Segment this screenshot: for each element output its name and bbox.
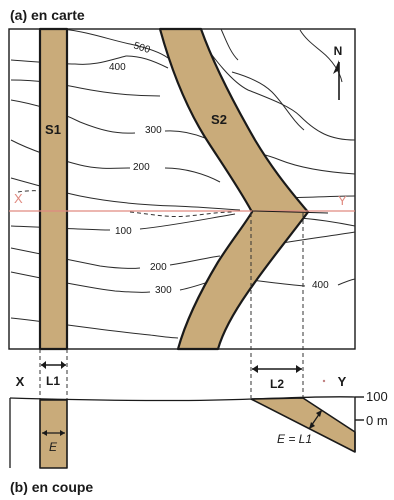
l1-dimension: L1 — [41, 361, 66, 388]
section-x-label: X — [16, 374, 25, 389]
contour-label: 400 — [312, 280, 329, 291]
l2-dimension: L2 — [252, 365, 302, 391]
contour-line — [164, 167, 221, 183]
l2-arrow-left-icon — [252, 365, 258, 373]
l2-label: L2 — [270, 377, 284, 391]
contour-labels: 500 400 300 200 100 200 300 400 — [109, 40, 329, 296]
e-arrow-right-icon — [60, 430, 65, 436]
ground-surface — [9, 396, 356, 402]
thickness-label: E — [49, 440, 58, 454]
contour-line — [61, 28, 169, 59]
contour-label: 500 — [132, 40, 152, 56]
s2-thickness-arrow-head-icon — [316, 410, 322, 417]
l1-arrow-left-icon — [41, 361, 46, 369]
north-label: N — [334, 44, 343, 58]
section-y-label: Y — [338, 374, 347, 389]
contour-line — [139, 213, 236, 230]
contour-label: 200 — [133, 162, 150, 173]
contour-label: 300 — [155, 285, 172, 296]
contour-label: 100 — [115, 226, 132, 237]
l1-arrow-right-icon — [61, 361, 66, 369]
contour-line — [197, 35, 356, 141]
contour-line — [10, 99, 136, 134]
l1-label: L1 — [46, 374, 60, 388]
contour-line — [10, 79, 161, 97]
thickness-equation: E = L1 — [277, 432, 312, 446]
contour-line — [10, 139, 131, 169]
contour-line — [10, 247, 141, 269]
panel-a-title: (a) en carte — [10, 7, 85, 23]
layer-s1 — [38, 27, 69, 351]
contour-line — [169, 255, 221, 266]
section-line: X Y — [9, 191, 355, 214]
s2-thickness-arrow-tail-icon — [309, 422, 315, 429]
contour-line — [231, 71, 305, 131]
layer-s2-label: S2 — [211, 112, 227, 127]
l2-arrow-right-icon — [296, 365, 302, 373]
cross-section: 100 0 m E E = L1 — [9, 389, 388, 469]
projection-lines — [39, 213, 304, 400]
contour-line — [164, 130, 206, 139]
contour-line — [299, 217, 356, 227]
layer-s1-label: S1 — [45, 122, 61, 137]
section-end-label: Y — [338, 193, 347, 208]
section-crossing-mark — [251, 210, 329, 214]
contour-line — [220, 28, 239, 61]
elevation-0-label: 0 m — [366, 413, 388, 428]
contour-label: 200 — [150, 262, 167, 273]
contour-line — [337, 278, 356, 286]
e-arrow-left-icon — [42, 430, 47, 436]
topographic-contours — [10, 28, 356, 339]
layer-s2 — [158, 27, 310, 351]
north-arrow: N — [333, 44, 342, 100]
north-arrow-head-icon — [333, 60, 339, 74]
contour-label: 400 — [109, 62, 126, 73]
panel-b-title: (b) en coupe — [10, 479, 93, 495]
speck — [322, 379, 326, 383]
elevation-100-label: 100 — [366, 389, 388, 404]
contour-line — [10, 225, 111, 231]
contour-label: 300 — [145, 125, 162, 136]
section-start-label: X — [14, 191, 23, 206]
dashed-trace — [129, 211, 233, 217]
